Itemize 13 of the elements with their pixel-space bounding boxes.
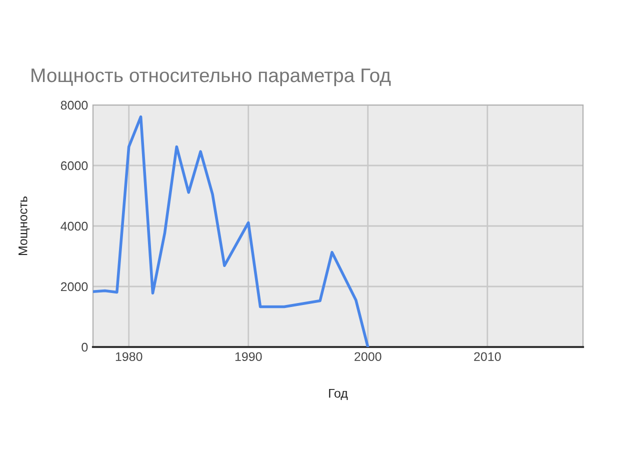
y-tick-label: 0	[82, 342, 88, 352]
y-tick-label: 2000	[60, 282, 88, 292]
x-tick-label: 1980	[116, 352, 142, 362]
y-tick-label: 4000	[60, 222, 88, 231]
y-axis-title: Мощность	[18, 196, 30, 256]
x-tick-label: 2000	[354, 352, 382, 362]
y-tick-label: 8000	[60, 100, 88, 110]
y-tick-label: 6000	[60, 161, 88, 170]
line-series	[93, 115, 370, 347]
x-tick-label: 1990	[235, 352, 262, 362]
x-tick-label: 2010	[474, 352, 501, 362]
chart-title: Мощность относительно параметра Год	[32, 68, 391, 86]
x-axis-title: Год	[329, 388, 348, 400]
